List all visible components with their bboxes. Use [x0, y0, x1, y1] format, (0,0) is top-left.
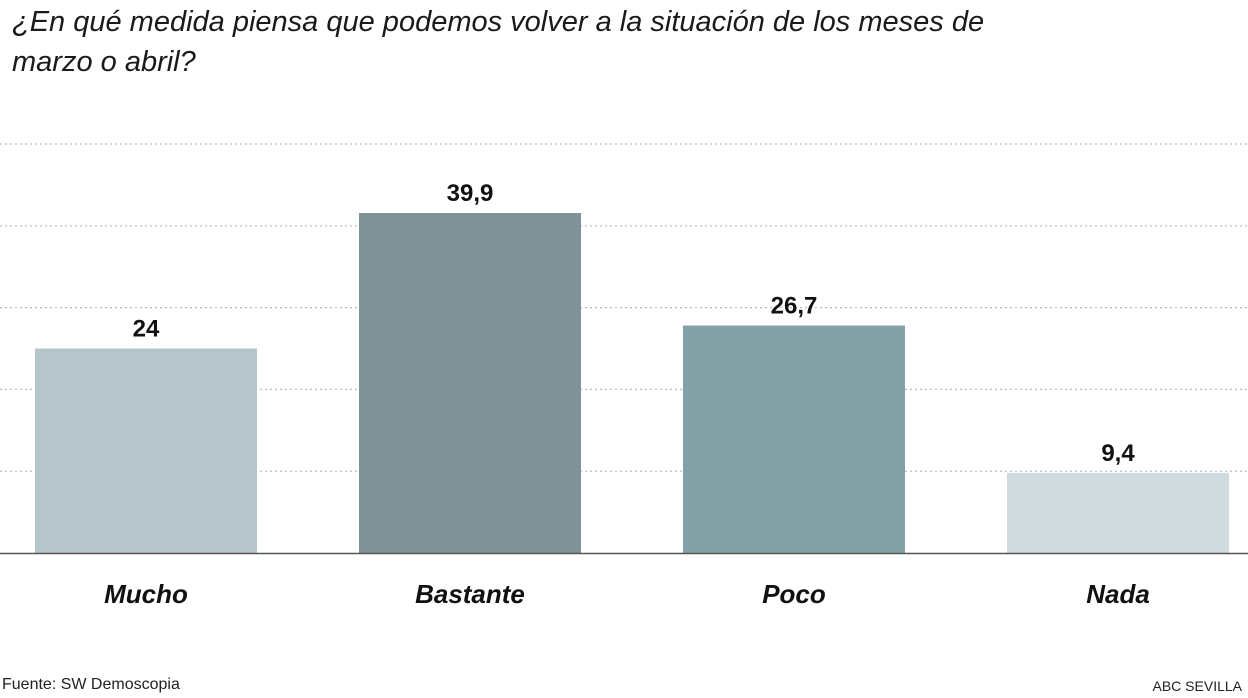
gridlines — [0, 143, 1248, 472]
publisher-credit: ABC SEVILLA — [1152, 678, 1243, 694]
source-note: Fuente: SW Demoscopia — [2, 676, 180, 693]
value-label-poco: 26,7 — [771, 292, 818, 319]
category-label-bastante: Bastante — [415, 579, 525, 609]
value-label-bastante: 39,9 — [447, 180, 494, 207]
category-labels: Mucho Bastante Poco Nada — [104, 579, 1150, 609]
category-label-nada: Nada — [1086, 579, 1150, 609]
value-label-mucho: 24 — [133, 316, 160, 343]
bar-poco — [683, 325, 905, 553]
value-labels: 24 39,9 26,7 9,4 — [133, 180, 1136, 467]
value-label-nada: 9,4 — [1101, 440, 1135, 467]
category-label-poco: Poco — [762, 579, 826, 609]
chart-title: ¿En qué medida piensa que podemos volver… — [12, 6, 985, 78]
bar-bastante — [359, 213, 581, 554]
bars — [35, 213, 1229, 554]
bar-mucho — [35, 348, 257, 553]
bar-nada — [1007, 472, 1229, 553]
category-label-mucho: Mucho — [104, 579, 188, 609]
